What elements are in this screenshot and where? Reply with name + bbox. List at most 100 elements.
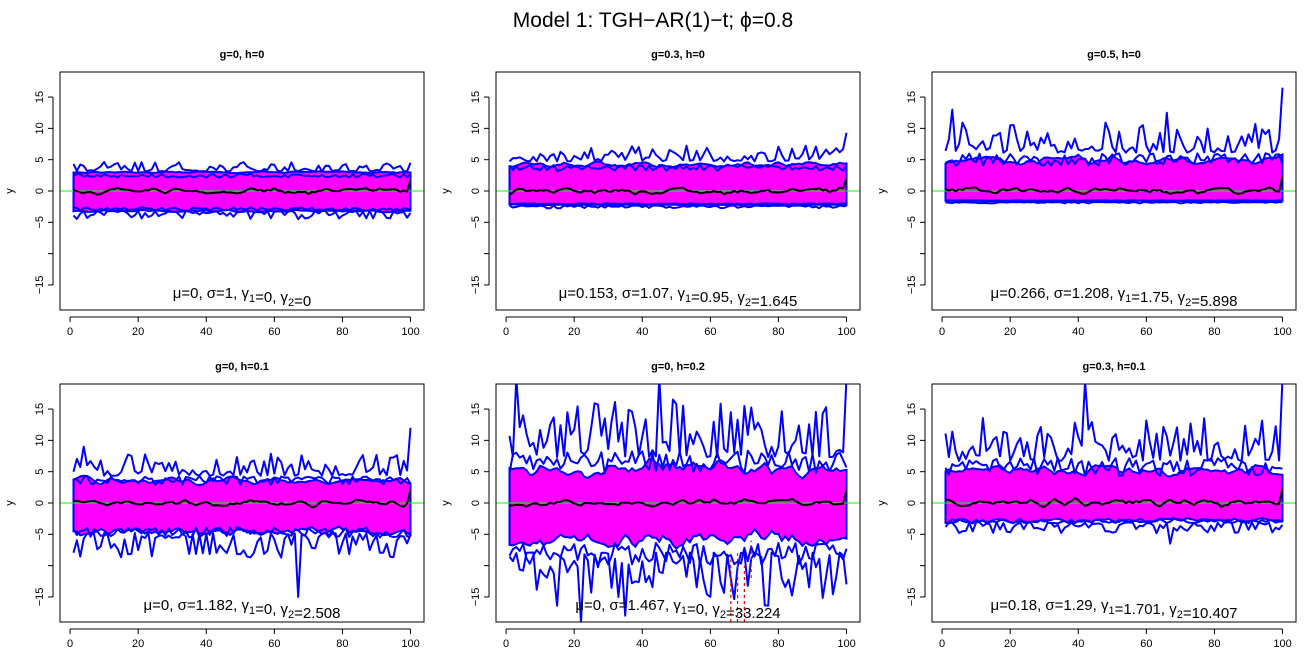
median-line (73, 179, 412, 196)
x-tick-label: 0 (503, 638, 509, 650)
x-tick-label: 100 (1273, 638, 1291, 650)
x-tick-label: 40 (1072, 326, 1084, 338)
plot-frame (59, 383, 425, 623)
y-tick-label: 15 (906, 91, 918, 103)
x-tick-label: 20 (1004, 326, 1016, 338)
y-tick-label: 0 (906, 188, 918, 194)
y-tick-label: 0 (34, 188, 46, 194)
plot-area (496, 384, 860, 622)
y-tick-label: 15 (34, 91, 46, 103)
y-axis-label: y (440, 188, 452, 194)
panel-title: g=0.3, h=0 (651, 49, 705, 61)
median-line (945, 176, 1284, 195)
x-tick-label: 80 (772, 326, 784, 338)
plot-frame (59, 71, 425, 311)
y-tick-label: 0 (34, 500, 46, 506)
y-tick-label: 10 (906, 122, 918, 134)
x-tick-label: 20 (132, 326, 144, 338)
y-tick-label: 10 (34, 122, 46, 134)
x-tick-label: 60 (1140, 326, 1152, 338)
upper-outer-quantile-line (508, 384, 848, 459)
lower-outer-quantile-line (945, 201, 1283, 205)
lower-outer-quantile-line (944, 521, 1284, 545)
y-tick-label: 0 (906, 500, 918, 506)
x-tick-label: 20 (1004, 638, 1016, 650)
x-tick-label: 40 (636, 638, 648, 650)
lower-inner-quantile-line (509, 202, 847, 206)
y-tick-label: 5 (470, 469, 482, 475)
y-tick-label: −15 (34, 588, 46, 607)
x-tick-label: 0 (67, 638, 73, 650)
y-tick-label: 10 (906, 434, 918, 446)
x-tick-label: 0 (503, 326, 509, 338)
plot-area (60, 427, 424, 598)
x-tick-label: 80 (336, 638, 348, 650)
x-tick-label: 40 (636, 326, 648, 338)
y-tick-label: 5 (470, 157, 482, 163)
central-band (944, 153, 1284, 203)
x-tick-label: 100 (837, 326, 855, 338)
panel-2: g=0.3, h=0 0 20 40 60 80 100 −15 −5 0 5 10 15 y μ=0.15… (440, 49, 861, 338)
y-axis-label: y (876, 500, 888, 506)
y-axis-label: y (4, 500, 16, 506)
x-tick-label: 100 (401, 638, 419, 650)
y-tick-label: −15 (34, 276, 46, 295)
lower-inner-quantile-line (72, 526, 411, 539)
y-tick-label: −5 (34, 528, 46, 541)
y-tick-label: 15 (470, 91, 482, 103)
y-tick-label: 0 (470, 188, 482, 194)
moments-annotation: μ=0, σ=1.182, γ1=0, γ2=2.508 (144, 597, 341, 622)
upper-inner-quantile-line (73, 475, 412, 486)
panel-title: g=0.3, h=0.1 (1083, 361, 1146, 373)
lower-inner-quantile-line (73, 206, 412, 212)
x-tick-label: 20 (132, 638, 144, 650)
x-tick-label: 40 (200, 638, 212, 650)
x-tick-label: 80 (1208, 638, 1220, 650)
moments-annotation: μ=0.18, σ=1.29, γ1=1.701, γ2=10.407 (990, 597, 1237, 622)
panel-6: g=0.3, h=0.1 0 20 40 60 80 100 −15 −5 0 5 10 15 y μ=0.… (876, 361, 1297, 650)
panel-title: g=0.5, h=0 (1087, 49, 1141, 61)
moments-annotation: μ=0.266, σ=1.208, γ1=1.75, γ2=5.898 (990, 285, 1237, 310)
main-title: Model 1: TGH−AR(1)−t; ϕ=0.8 (513, 9, 793, 32)
y-tick-label: 10 (470, 434, 482, 446)
moments-annotation: μ=0, σ=1, γ1=0, γ2=0 (173, 285, 312, 310)
upper-inner-quantile-line (508, 163, 848, 172)
x-tick-label: 0 (939, 326, 945, 338)
x-tick-label: 100 (401, 326, 419, 338)
y-tick-label: −5 (906, 528, 918, 541)
x-tick-label: 60 (1140, 638, 1152, 650)
plot-frame (495, 71, 861, 311)
y-tick-label: 10 (470, 122, 482, 134)
plot-area (496, 132, 860, 210)
central-band (72, 474, 412, 537)
x-tick-label: 60 (704, 326, 716, 338)
upper-outer-quantile-line (944, 384, 1284, 462)
upper-inner-quantile-line (508, 449, 848, 475)
y-tick-label: 5 (906, 469, 918, 475)
plot-area (60, 161, 424, 221)
x-tick-label: 0 (939, 638, 945, 650)
x-tick-label: 80 (1208, 326, 1220, 338)
x-tick-label: 40 (200, 326, 212, 338)
y-tick-label: 10 (34, 434, 46, 446)
median-line (508, 177, 848, 196)
median-line (509, 489, 848, 508)
panel-1: g=0, h=0 0 20 40 60 80 100 −15 −5 0 5 10 15 y μ=0, σ=1… (4, 49, 425, 338)
panel-title: g=0, h=0 (220, 49, 265, 61)
x-tick-label: 60 (268, 638, 280, 650)
plot-frame (931, 383, 1297, 623)
y-tick-label: 5 (906, 157, 918, 163)
upper-inner-quantile-line (944, 456, 1283, 477)
panel-4: g=0, h=0.1 0 20 40 60 80 100 −15 −5 0 5 10 15 y μ=0, σ… (4, 361, 425, 650)
y-tick-label: −5 (470, 528, 482, 541)
x-tick-label: 60 (268, 326, 280, 338)
panel-title: g=0, h=0.1 (215, 361, 269, 373)
lower-outer-quantile-line (72, 531, 412, 598)
upper-inner-quantile-line (73, 172, 412, 179)
upper-outer-quantile-line (72, 427, 412, 477)
x-tick-label: 100 (837, 638, 855, 650)
y-tick-label: −5 (470, 216, 482, 229)
x-tick-label: 60 (704, 638, 716, 650)
